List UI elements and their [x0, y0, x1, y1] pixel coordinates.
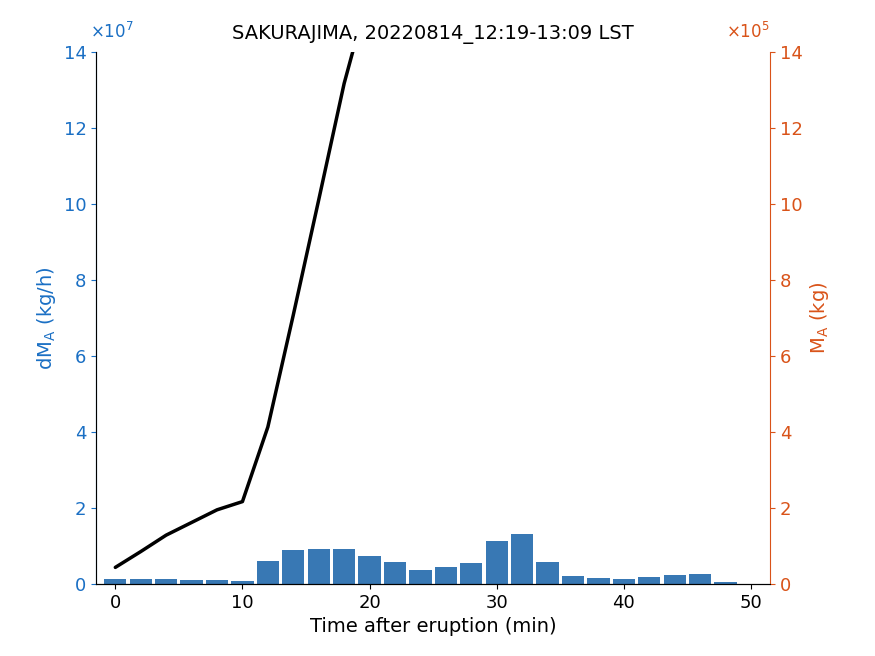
Y-axis label: $\mathrm{dM_A}$ (kg/h): $\mathrm{dM_A}$ (kg/h) [35, 266, 58, 370]
Bar [155, 579, 178, 584]
Text: $\times10^{7}$: $\times10^{7}$ [89, 22, 133, 42]
Bar [714, 582, 737, 584]
Bar [460, 564, 482, 584]
Bar [231, 581, 254, 584]
Bar [536, 562, 558, 584]
Bar [587, 577, 610, 584]
Bar [333, 549, 355, 584]
Bar [180, 580, 203, 584]
Bar [486, 541, 508, 584]
Y-axis label: $\mathrm{M_A}$ (kg): $\mathrm{M_A}$ (kg) [808, 282, 831, 354]
Bar [359, 556, 381, 584]
Bar [308, 549, 330, 584]
Bar [410, 570, 431, 584]
X-axis label: Time after eruption (min): Time after eruption (min) [310, 617, 556, 636]
Bar [256, 562, 279, 584]
Bar [435, 567, 457, 584]
Bar [663, 575, 686, 584]
Bar [612, 579, 635, 584]
Bar [689, 573, 711, 584]
Bar [511, 535, 533, 584]
Bar [562, 576, 584, 584]
Title: SAKURAJIMA, 20220814_12:19-13:09 LST: SAKURAJIMA, 20220814_12:19-13:09 LST [232, 24, 634, 43]
Bar [130, 579, 152, 584]
Bar [384, 562, 406, 584]
Bar [638, 577, 661, 584]
Bar [282, 550, 304, 584]
Bar [104, 579, 127, 584]
Bar [206, 580, 228, 584]
Text: $\times10^{5}$: $\times10^{5}$ [726, 22, 770, 42]
